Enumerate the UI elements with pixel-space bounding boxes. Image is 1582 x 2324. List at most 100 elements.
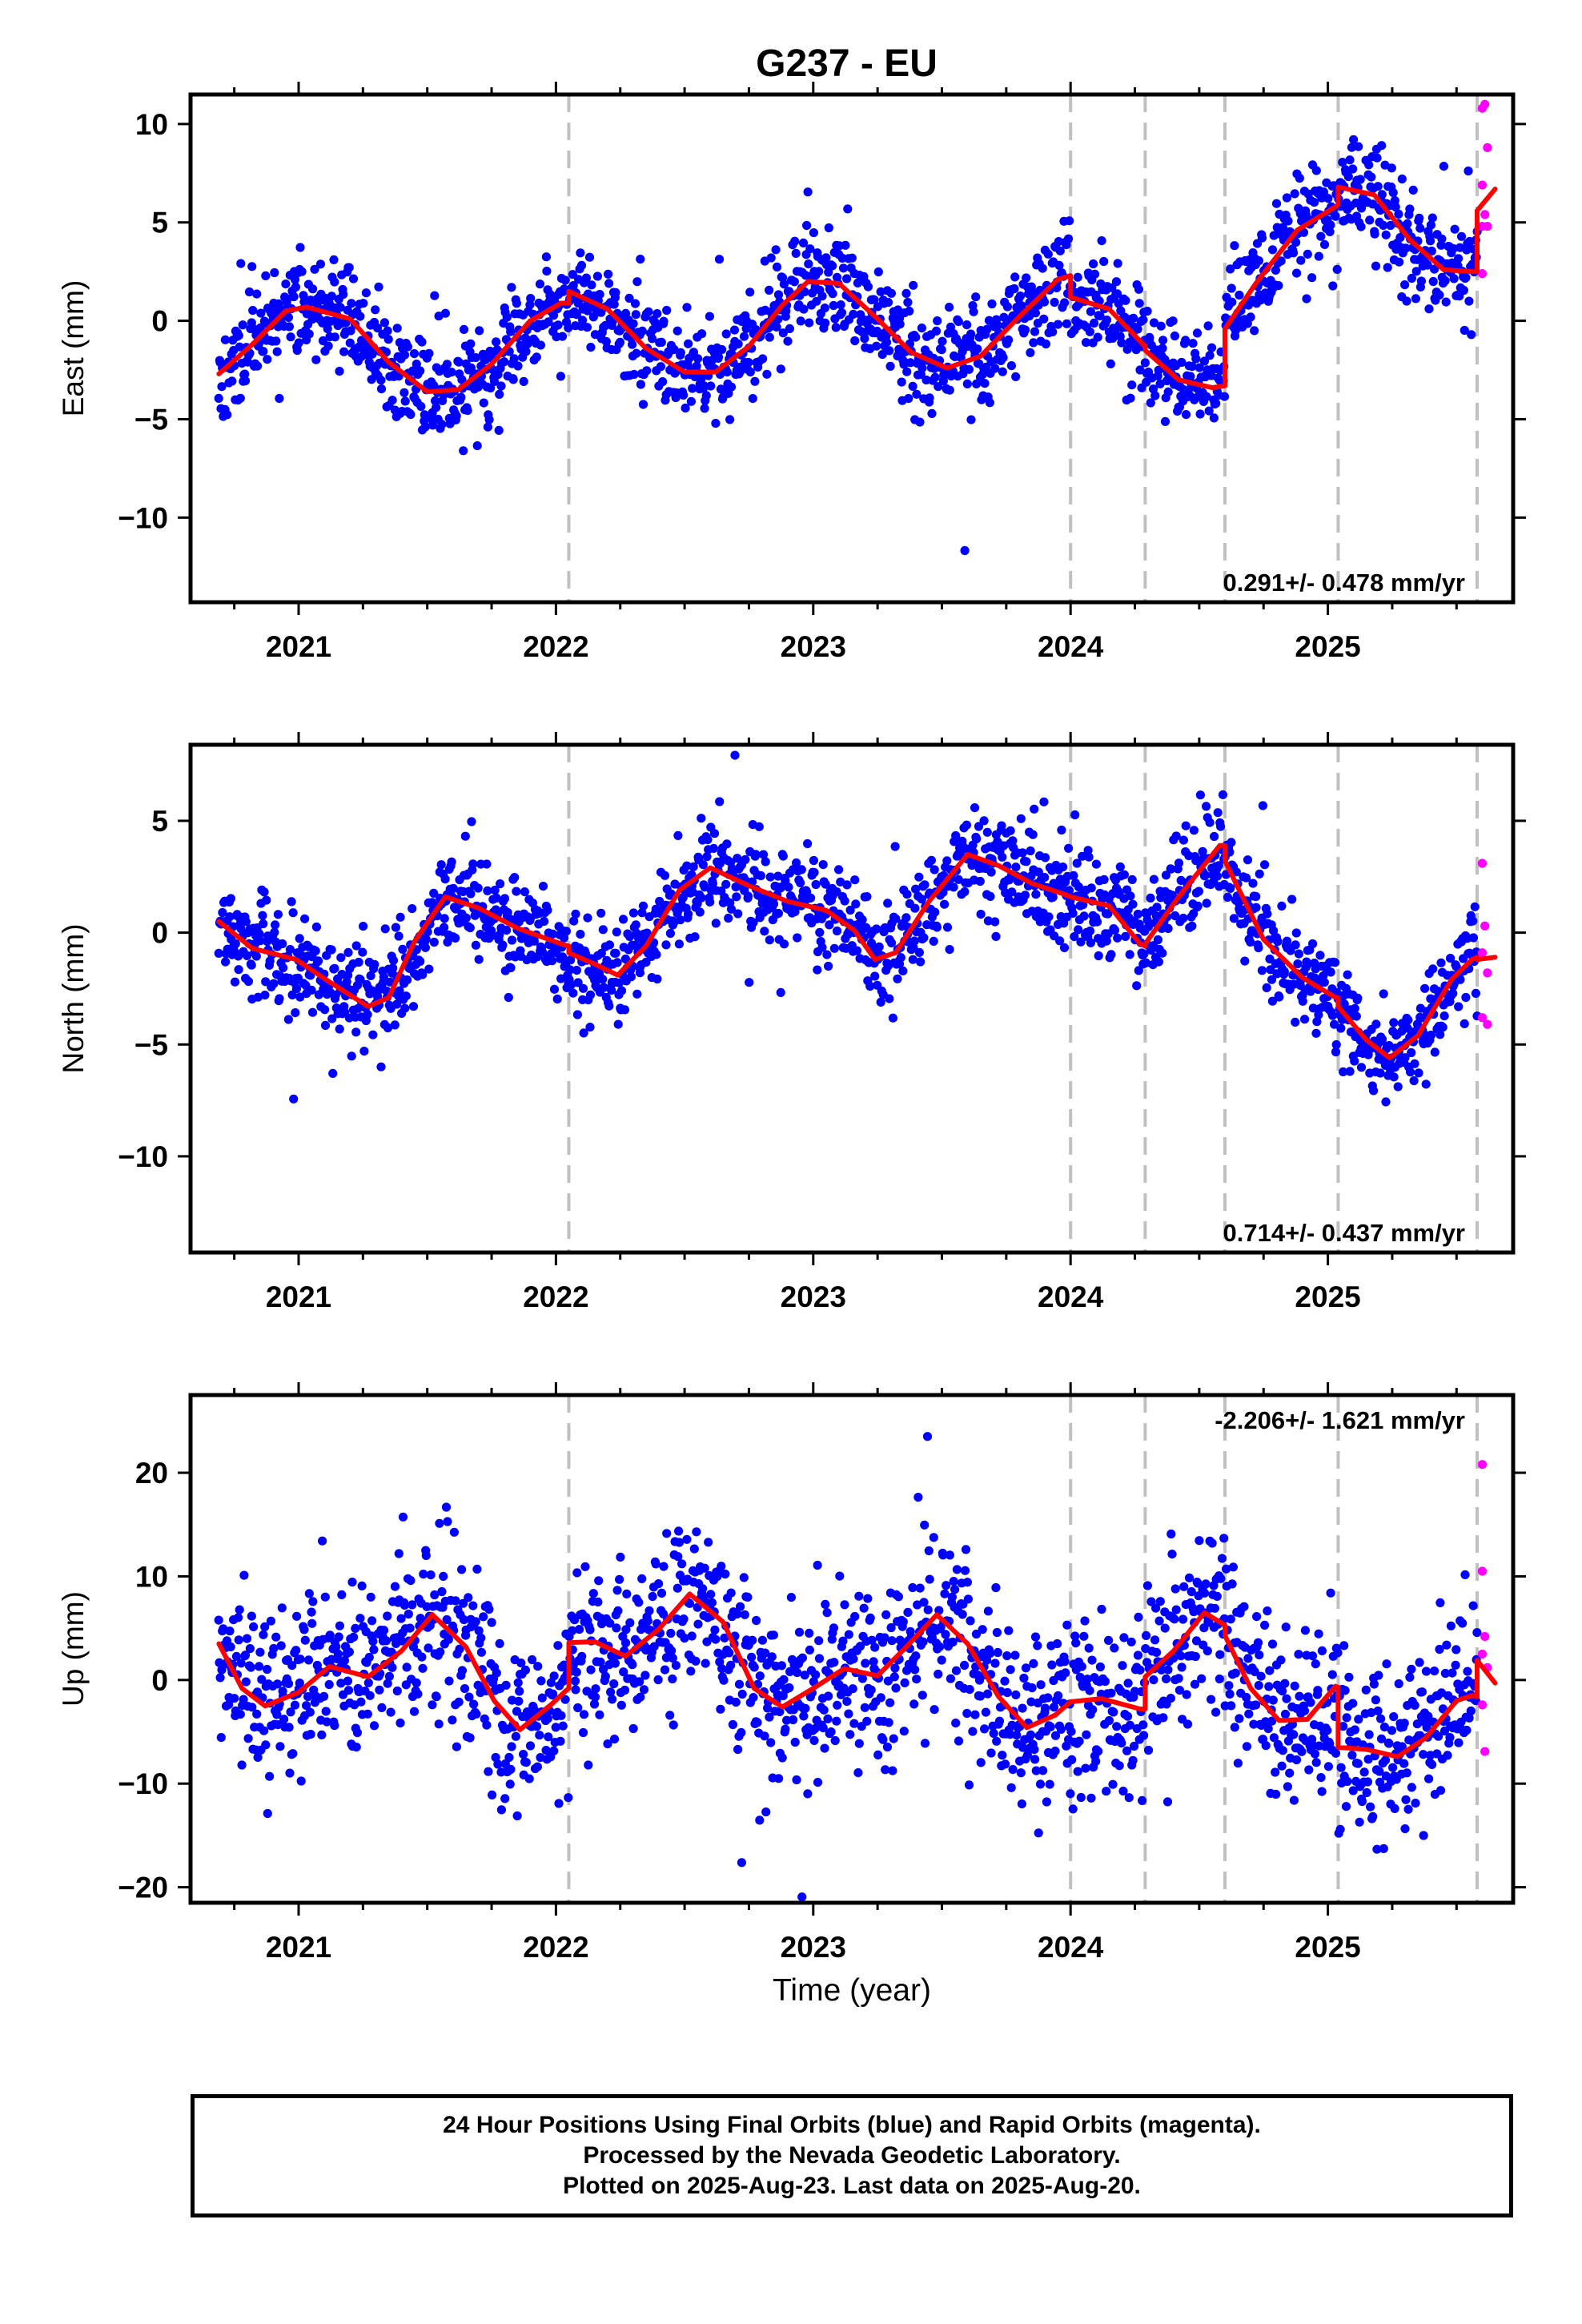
final-orbit-point	[882, 1742, 892, 1752]
final-orbit-point	[1030, 1632, 1041, 1642]
final-orbit-point	[557, 332, 568, 341]
final-orbit-point	[1055, 246, 1065, 255]
final-orbit-point	[1152, 903, 1162, 912]
final-orbit-point	[375, 1685, 384, 1695]
final-orbit-point	[1150, 391, 1160, 400]
final-orbit-point	[913, 1493, 923, 1502]
final-orbit-point	[1090, 318, 1099, 328]
final-orbit-point	[886, 1622, 896, 1633]
final-orbit-point	[685, 1598, 695, 1608]
final-orbit-point	[1054, 1691, 1063, 1701]
final-orbit-point	[1191, 1651, 1200, 1662]
final-orbit-point	[540, 916, 549, 927]
final-orbit-point	[613, 1019, 623, 1029]
final-orbit-point	[789, 1705, 798, 1715]
final-orbit-point	[1269, 1733, 1279, 1743]
final-orbit-point	[628, 319, 638, 328]
final-orbit-point	[1150, 1635, 1160, 1645]
final-orbit-point	[504, 1752, 514, 1763]
final-orbit-point	[361, 350, 371, 360]
final-orbit-point	[322, 1717, 331, 1727]
final-orbit-point	[1251, 903, 1261, 912]
final-orbit-point	[1195, 363, 1204, 372]
final-orbit-point	[1115, 862, 1125, 872]
final-orbit-point	[1026, 1697, 1036, 1707]
final-orbit-point	[1192, 328, 1203, 338]
final-orbit-point	[673, 830, 683, 840]
final-orbit-point	[259, 887, 269, 897]
final-orbit-point	[1112, 289, 1122, 299]
final-orbit-point	[600, 1671, 610, 1681]
final-orbit-point	[1106, 359, 1115, 368]
final-orbit-point	[1370, 229, 1379, 239]
final-orbit-point	[388, 955, 399, 965]
final-orbit-point	[865, 981, 875, 991]
final-orbit-point	[693, 1619, 703, 1629]
final-orbit-point	[1067, 1755, 1077, 1764]
final-orbit-point	[998, 353, 1008, 363]
final-orbit-point	[596, 948, 606, 958]
final-orbit-point	[476, 1633, 486, 1642]
final-orbit-point	[1439, 162, 1448, 171]
final-orbit-point	[1397, 174, 1407, 184]
final-orbit-point	[849, 1719, 859, 1728]
final-orbit-point	[401, 991, 411, 1001]
final-orbit-point	[814, 267, 824, 276]
final-orbit-point	[1099, 875, 1109, 884]
final-orbit-point	[1033, 1641, 1042, 1651]
final-orbit-point	[842, 1697, 852, 1707]
final-orbit-point	[1212, 871, 1223, 881]
final-orbit-point	[1035, 1779, 1046, 1789]
final-orbit-point	[487, 1618, 496, 1627]
final-orbit-point	[1186, 1586, 1196, 1597]
final-orbit-point	[305, 1707, 315, 1717]
final-orbit-point	[1074, 1736, 1084, 1746]
final-orbit-point	[1038, 1766, 1048, 1775]
final-orbit-point	[765, 285, 774, 295]
final-orbit-point	[244, 287, 255, 297]
final-orbit-point	[400, 388, 409, 397]
final-orbit-point	[1204, 406, 1214, 416]
final-orbit-point	[512, 1707, 522, 1716]
final-orbit-point	[1082, 1730, 1091, 1739]
final-orbit-point	[643, 1616, 652, 1626]
final-orbit-point	[749, 1663, 759, 1672]
final-orbit-point	[320, 1005, 330, 1015]
final-orbit-point	[797, 1653, 808, 1663]
final-orbit-point	[929, 1533, 938, 1542]
final-orbit-point	[1000, 1676, 1010, 1686]
final-orbit-point	[677, 1559, 687, 1569]
final-orbit-point	[1050, 1747, 1060, 1756]
final-orbit-point	[330, 963, 339, 973]
final-orbit-point	[1077, 1662, 1086, 1671]
final-orbit-point	[756, 870, 766, 881]
final-orbit-point	[292, 1611, 302, 1621]
final-orbit-point	[1084, 1643, 1094, 1653]
final-orbit-point	[246, 1663, 255, 1672]
final-orbit-point	[873, 1750, 883, 1759]
final-orbit-point	[1446, 954, 1456, 963]
final-orbit-point	[377, 1703, 387, 1712]
final-orbit-point	[1087, 1655, 1097, 1665]
final-orbit-point	[636, 255, 645, 264]
final-orbit-point	[396, 1718, 405, 1728]
final-orbit-point	[500, 894, 510, 903]
final-orbit-point	[599, 983, 608, 992]
final-orbit-point	[248, 306, 258, 316]
final-orbit-point	[917, 324, 926, 333]
final-orbit-point	[1191, 354, 1201, 364]
final-orbit-point	[1312, 1017, 1322, 1027]
final-orbit-point	[866, 1685, 876, 1695]
final-orbit-point	[1125, 950, 1134, 959]
final-orbit-point	[1381, 230, 1391, 239]
final-orbit-point	[1401, 243, 1411, 253]
final-orbit-point	[998, 852, 1007, 862]
final-orbit-point	[829, 943, 839, 953]
final-orbit-point	[692, 1527, 701, 1537]
final-orbit-point	[251, 951, 261, 961]
final-orbit-point	[1012, 1731, 1022, 1740]
final-orbit-point	[778, 328, 788, 338]
final-orbit-point	[508, 375, 518, 384]
final-orbit-point	[895, 320, 905, 329]
final-orbit-point	[1102, 936, 1111, 946]
